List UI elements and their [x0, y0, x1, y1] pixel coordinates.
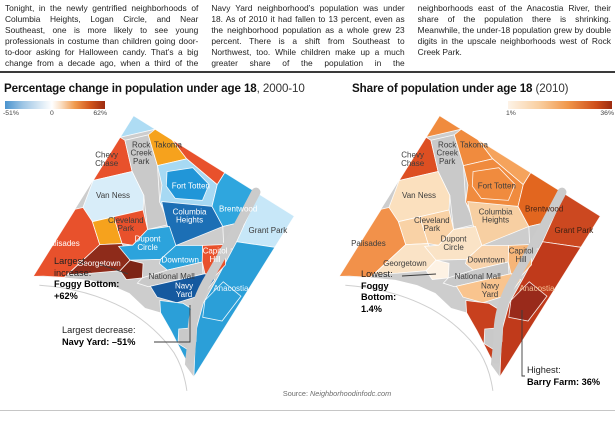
source-name: Neighborhoodinfodc.com [310, 389, 392, 398]
color-scale-bar-share [508, 101, 612, 109]
annotation-value: Barry Farm: 36% [527, 376, 601, 387]
map-label-takoma: Takoma [154, 140, 183, 149]
map-label-anacostia-east: Anacostia [519, 284, 555, 293]
map-label-rcp: Rock Creek Park [131, 140, 153, 166]
map-label-chevy-chase: Chevy Chase [401, 150, 425, 167]
scale-max-label: 62% [93, 110, 107, 117]
scale-mid-label: 0 [50, 110, 54, 117]
annotation-lead: Largest decrease: [62, 325, 136, 335]
region-anacostia-east [193, 241, 276, 379]
color-scale-bar-change [5, 101, 105, 109]
region-tip [425, 115, 463, 138]
region-anacostia-east [499, 241, 582, 379]
region-ft-core [165, 167, 210, 201]
region-tip [119, 115, 157, 138]
map-label-grant-park: Grant Park [555, 226, 595, 235]
map-share-title-note: (2010) [532, 82, 569, 95]
map-label-downtown: Downtown [162, 256, 199, 265]
anacostia-river [491, 187, 567, 364]
map-label-van-ness: Van Ness [402, 191, 436, 200]
region-barry-farm [508, 281, 548, 322]
map-change-title-note: , 2000-10 [256, 82, 305, 95]
map-label-brentwood: Brentwood [219, 204, 257, 213]
map-label-capitol-hill: Capitol Hill [509, 247, 534, 264]
source-prefix: Source: [282, 389, 311, 398]
region-col-heights [467, 201, 530, 247]
figure-area: Percentage change in population under ag… [0, 80, 615, 430]
map-label-van-ness: Van Ness [96, 191, 130, 200]
annotation-value: Navy Yard: –51% [62, 336, 136, 347]
region-col-heights [161, 201, 224, 247]
bottom-divider [0, 410, 615, 411]
dc-map-share: Chevy Chase Rock Creek Park Takoma Van Ness For… [332, 106, 614, 408]
map-share-title: Share of population under age 18 (2010) [352, 82, 569, 95]
map-label-cleveland: Cleveland Park [414, 216, 450, 233]
map-label-downtown: Downtown [468, 256, 505, 265]
annotation-value: Foggy Bottom: +62% [54, 279, 120, 301]
map-label-ft-core: Fort Totten [172, 181, 210, 190]
map-label-chevy-chase: Chevy Chase [95, 150, 119, 167]
annotation-largest-increase: Largest increase: Foggy Bottom: +62% [54, 256, 120, 302]
region-barry-farm [202, 281, 242, 322]
annotation-highest: Highest: Barry Farm: 36% [527, 365, 615, 388]
map-label-navy-yard: Navy Yard [175, 281, 193, 298]
potomac-shoreline [345, 284, 494, 391]
potomac-shoreline [39, 284, 188, 391]
map-label-rcp: Rock Creek Park [437, 140, 459, 166]
region-ft-core [471, 167, 516, 201]
annotation-largest-decrease: Largest decrease: Navy Yard: –51% [62, 325, 212, 348]
map-label-mall: National Mall [455, 272, 501, 281]
annotation-lead: Lowest: [361, 269, 393, 279]
map-label-anacostia-east: Anacostia [213, 284, 249, 293]
map-label-cleveland: Cleveland Park [108, 216, 144, 233]
scale-min-label: -51% [3, 110, 19, 117]
map-label-col-heights: Columbia Heights [479, 207, 513, 224]
map-label-georgetown: Georgetown [383, 259, 427, 268]
scale-min-label: 1% [506, 110, 516, 117]
annotation-lowest: Lowest: Foggy Bottom: 1.4% [361, 269, 419, 315]
color-scale-change: -51% 0 62% [3, 101, 107, 119]
map-label-takoma: Takoma [460, 140, 489, 149]
map-label-col-heights: Columbia Heights [173, 207, 207, 224]
scale-max-label: 36% [600, 110, 614, 117]
map-label-navy-yard: Navy Yard [481, 281, 499, 298]
map-change-title-main: Percentage change in population under ag… [4, 82, 257, 95]
map-label-mall: National Mall [149, 272, 195, 281]
map-label-palisades: Palisades [45, 239, 80, 248]
map-label-brentwood: Brentwood [525, 204, 563, 213]
map-label-capitol-hill: Capitol Hill [203, 247, 228, 264]
source-credit: Source: Neighborhoodinfodc.com [237, 389, 437, 398]
map-label-ft-core: Fort Totten [478, 181, 516, 190]
color-scale-share: 1% 36% [506, 101, 614, 119]
anacostia-river [185, 187, 261, 364]
region-dupont [423, 226, 483, 261]
annotation-value: Foggy Bottom: 1.4% [361, 280, 397, 314]
map-share-title-main: Share of population under age 18 [352, 82, 533, 95]
annotation-lead: Highest: [527, 365, 561, 375]
map-change-title: Percentage change in population under ag… [4, 82, 305, 95]
section-divider [0, 71, 615, 73]
map-label-dupont: Dupont Circle [441, 234, 468, 251]
annotation-lead: Largest increase: [54, 256, 92, 278]
map-label-dupont: Dupont Circle [135, 234, 162, 251]
map-label-palisades: Palisades [351, 239, 386, 248]
region-dupont [117, 226, 177, 261]
article-intro-text: Tonight, in the newly gentrified neighbo… [5, 3, 611, 68]
map-label-grant-park: Grant Park [249, 226, 289, 235]
